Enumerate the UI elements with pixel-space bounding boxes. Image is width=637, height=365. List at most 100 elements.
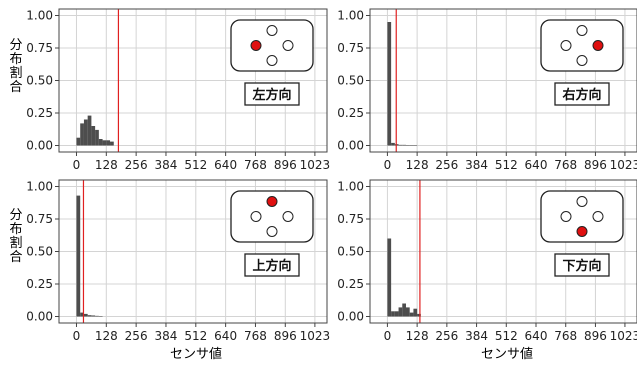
sensor-dot xyxy=(266,25,278,36)
x-tick-label: 896 xyxy=(274,158,297,172)
sensor-dot xyxy=(250,211,262,222)
x-tick-label: 384 xyxy=(155,329,178,343)
y-tick-label: 0.00 xyxy=(337,139,364,153)
sensor-dot xyxy=(266,55,278,66)
histogram-bar xyxy=(87,115,92,146)
y-tick-label: 0.75 xyxy=(26,212,53,226)
y-tick-label: 0.50 xyxy=(26,74,53,88)
histogram-bar xyxy=(391,311,395,317)
x-tick-label: 0 xyxy=(73,158,81,172)
x-tick-label: 128 xyxy=(406,329,429,343)
x-tick-label: 384 xyxy=(155,158,178,172)
x-tick-label: 512 xyxy=(184,329,207,343)
y-tick-label: 0.25 xyxy=(26,277,53,291)
histogram-bar xyxy=(76,137,81,146)
sensor-dot-active xyxy=(266,196,278,207)
sensor-dot-active xyxy=(592,40,604,51)
histogram-bar xyxy=(402,144,406,146)
direction-label-box xyxy=(244,82,300,106)
y-tick-label: 0.75 xyxy=(337,41,364,55)
x-tick-label: 512 xyxy=(184,158,207,172)
histogram-bar xyxy=(413,308,418,317)
histogram-bar xyxy=(91,126,96,146)
direction-label-box xyxy=(554,82,610,106)
histogram-bar xyxy=(98,139,103,146)
x-axis-label-right: センサ値 xyxy=(481,346,533,362)
x-tick-label: 640 xyxy=(214,158,237,172)
x-tick-label: 896 xyxy=(584,329,607,343)
sensor-dot xyxy=(576,196,588,207)
histogram-bar xyxy=(409,145,414,146)
histogram-bar xyxy=(83,119,88,146)
y-tick-label: 0.50 xyxy=(337,245,364,259)
histogram-bar xyxy=(110,141,114,146)
histogram-bar xyxy=(405,145,410,146)
chart-panel-1: 0.00 0.25 0.50 0.75 1.00 0 128 256 384 512 640 768 8… xyxy=(26,8,331,172)
histogram-bar xyxy=(409,312,414,317)
y-tick-label: 0.00 xyxy=(337,310,364,324)
direction-label: 上方向 xyxy=(252,258,291,274)
histogram-bar xyxy=(387,22,392,146)
y-tick-label: 0.25 xyxy=(26,106,53,120)
histogram-bar xyxy=(83,313,88,317)
sensor-dot xyxy=(592,211,604,222)
x-tick-label: 256 xyxy=(125,329,148,343)
histogram-bar xyxy=(87,315,92,317)
histogram-bar xyxy=(106,140,111,146)
y-tick-label: 0.25 xyxy=(337,277,364,291)
histogram-bar xyxy=(405,307,410,317)
x-tick-label: 512 xyxy=(495,329,518,343)
y-tick-label: 0.50 xyxy=(337,74,364,88)
y-axis-label-bottom: 分布割合 xyxy=(9,208,22,265)
histogram-bar xyxy=(398,144,403,146)
histogram-bar xyxy=(80,312,84,317)
histogram-bar xyxy=(417,313,421,317)
histogram-bar xyxy=(98,316,103,317)
x-tick-label: 768 xyxy=(244,158,267,172)
x-tick-label: 384 xyxy=(465,158,488,172)
x-tick-label: 384 xyxy=(465,329,488,343)
x-tick-label: 768 xyxy=(554,329,577,343)
x-tick-label: 512 xyxy=(495,158,518,172)
x-tick-label: 256 xyxy=(435,329,458,343)
x-tick-label: 1023 xyxy=(610,329,637,343)
y-tick-label: 1.00 xyxy=(337,180,364,194)
y-tick-label: 0.75 xyxy=(337,212,364,226)
sensor-dot xyxy=(266,226,278,237)
x-tick-label: 896 xyxy=(584,158,607,172)
histogram-bar xyxy=(95,315,99,317)
x-tick-label: 768 xyxy=(244,329,267,343)
histogram-bar xyxy=(91,315,96,317)
sensor-dot xyxy=(576,55,588,66)
sensor-diagram-frame xyxy=(230,19,314,72)
histogram-bar xyxy=(102,140,107,146)
x-tick-label: 256 xyxy=(435,158,458,172)
histogram-bar xyxy=(76,195,81,317)
x-tick-label: 640 xyxy=(214,329,237,343)
x-tick-label: 640 xyxy=(525,329,548,343)
histogram-bar xyxy=(394,311,399,317)
sensor-dot-active xyxy=(250,40,262,51)
y-tick-label: 0.75 xyxy=(26,41,53,55)
y-axis-label-top: 分布割合 xyxy=(9,38,22,95)
histogram-bar xyxy=(80,123,84,146)
sensor-dot-active xyxy=(576,226,588,237)
sensor-dot xyxy=(576,25,588,36)
x-tick-label: 1023 xyxy=(610,158,637,172)
histogram-bar xyxy=(413,145,418,146)
sensor-dot xyxy=(282,211,294,222)
x-tick-label: 1023 xyxy=(300,158,331,172)
y-tick-label: 1.00 xyxy=(337,9,364,23)
chart-panel-3: 0.00 0.25 0.50 0.75 1.00 0 128 256 384 512 640 768 8… xyxy=(26,179,331,343)
x-tick-label: 0 xyxy=(73,329,81,343)
x-tick-label: 1023 xyxy=(300,329,331,343)
sensor-dot xyxy=(282,40,294,51)
direction-label-box xyxy=(244,253,300,277)
x-tick-label: 128 xyxy=(95,329,118,343)
direction-label: 右方向 xyxy=(561,87,601,103)
histogram-bar xyxy=(387,238,392,317)
x-tick-label: 0 xyxy=(384,158,392,172)
sensor-diagram-frame xyxy=(230,190,314,243)
sensor-diagram-frame xyxy=(540,19,624,72)
